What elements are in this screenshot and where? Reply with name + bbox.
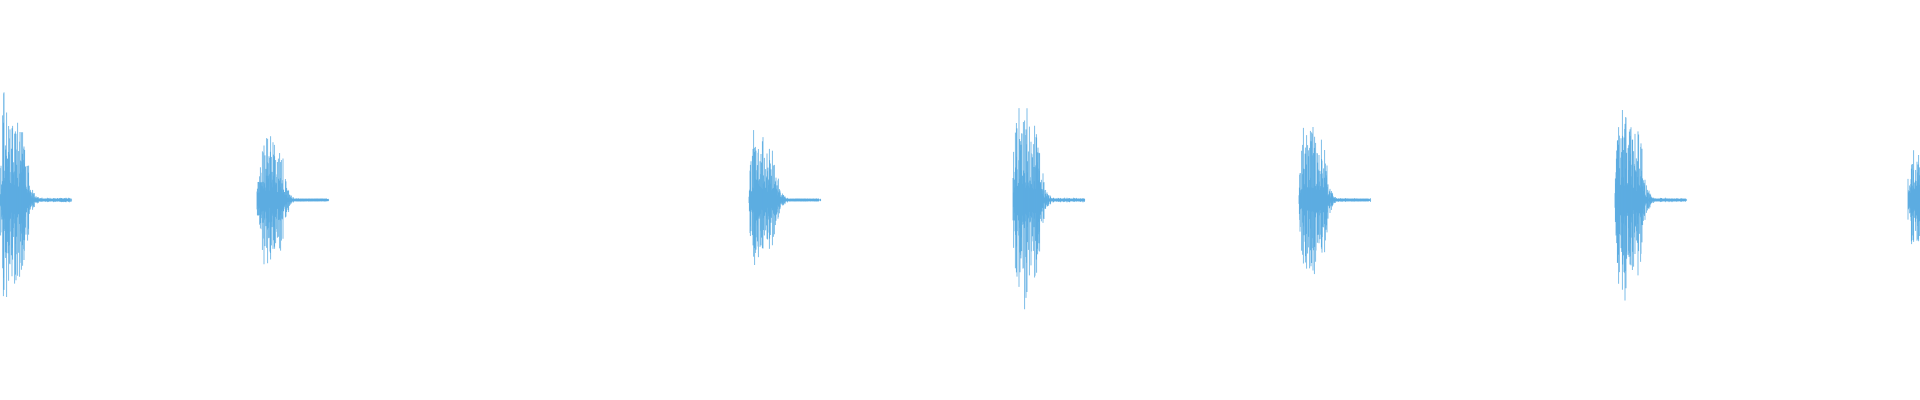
waveform-burst — [256, 136, 330, 265]
waveform-burst — [1907, 150, 1920, 245]
waveform-burst — [1614, 110, 1688, 301]
waveform-burst — [1012, 108, 1086, 310]
waveform-burst — [748, 130, 822, 265]
waveform-burst — [0, 92, 73, 298]
waveform-burst — [1298, 127, 1372, 275]
